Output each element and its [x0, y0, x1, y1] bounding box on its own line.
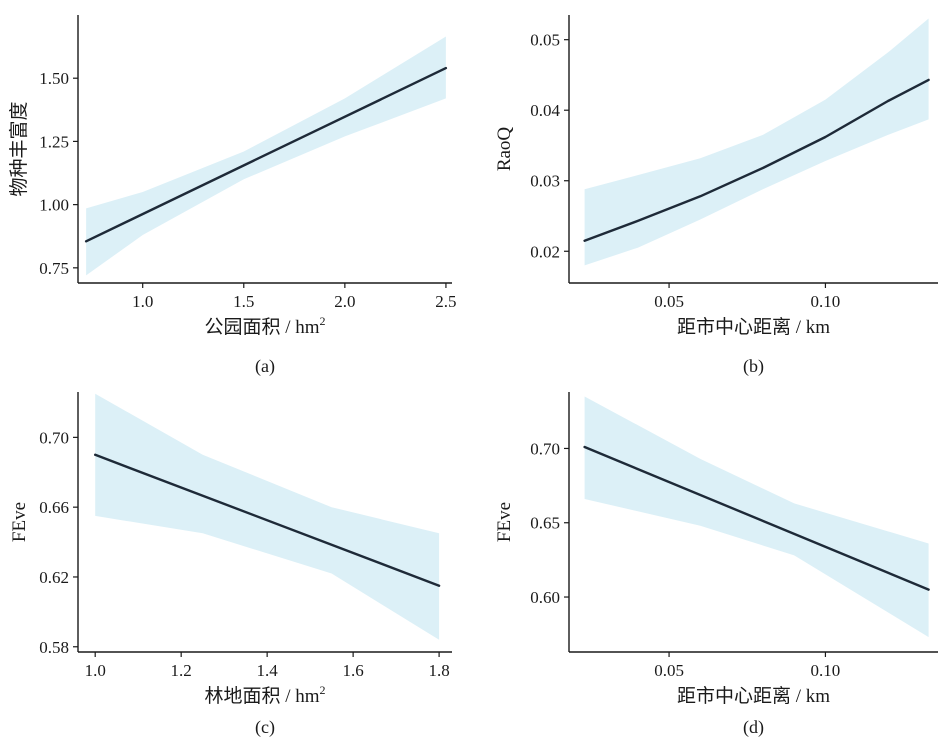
x-axis-title: 距市中心距离 / km: [677, 316, 830, 338]
panel-label: (b): [743, 356, 764, 377]
y-tick-label: 0.62: [39, 568, 69, 587]
y-tick-label: 1.50: [39, 69, 69, 88]
x-axis-title-text: 距市中心距离 / km: [677, 316, 830, 338]
x-axis-title: 林地面积 / hm2: [204, 683, 325, 707]
y-tick-label: 0.02: [530, 242, 560, 261]
panel-d: 0.60 0.65 0.70 0.05 0.10 距市中心距离 / km FEve (d): [494, 392, 938, 738]
y-tick-label: 0.70: [39, 428, 69, 447]
fitted-line: [84, 66, 448, 243]
y-tick-label: 0.60: [530, 588, 560, 607]
panel-b: 0.02 0.03 0.04 0.05 0.05 0.10 距市中心距离 / km RaoQ (…: [494, 15, 938, 377]
x-axis-title-superscript: 2: [320, 683, 326, 697]
confidence-band: [584, 396, 929, 638]
x-tick-label: 1.0: [85, 661, 106, 680]
y-tick-label: 1.25: [39, 132, 69, 151]
panel-label: (d): [743, 717, 764, 738]
y-axis-title: 物种丰富度: [8, 101, 30, 196]
x-tick-label: 0.10: [811, 292, 841, 311]
x-tick-label: 1.8: [428, 661, 449, 680]
y-tick-label: 0.58: [39, 638, 69, 657]
x-tick-label: 0.05: [654, 292, 684, 311]
panel-a: 0.75 1.00 1.25 1.50 1.0 1.5 2.0 2.5 公园面积 / hm2 物种…: [8, 15, 457, 377]
x-tick-label: 1.2: [171, 661, 192, 680]
x-tick-label: 0.05: [654, 661, 684, 680]
y-axis-title: FEve: [494, 502, 515, 542]
x-tick-label: 0.10: [811, 661, 841, 680]
panel-c: 0.58 0.62 0.66 0.70 1.0 1.2 1.4 1.6 1.8 林地面积 / hm…: [9, 392, 452, 738]
x-axis-title-superscript: 2: [320, 314, 326, 328]
confidence-band: [584, 18, 929, 266]
y-tick-label: 0.70: [530, 439, 560, 458]
y-axis-title: RaoQ: [494, 127, 515, 172]
x-axis-title-text: 林地面积 / hm: [204, 685, 319, 707]
fitted-line: [93, 453, 441, 587]
x-tick-label: 1.0: [132, 292, 153, 311]
y-tick-label: 1.00: [39, 196, 69, 215]
y-tick-label: 0.66: [39, 498, 69, 517]
fitted-line: [583, 78, 930, 242]
panel-label: (a): [255, 356, 275, 377]
x-tick-label: 1.6: [343, 661, 364, 680]
x-tick-label: 1.4: [257, 661, 279, 680]
panel-label: (c): [255, 717, 275, 738]
x-axis-title-text: 距市中心距离 / km: [677, 685, 830, 707]
x-tick-label: 2.0: [334, 292, 355, 311]
x-axis-title: 距市中心距离 / km: [677, 685, 830, 707]
fitted-line: [583, 445, 930, 591]
y-tick-label: 0.03: [530, 172, 560, 191]
y-tick-label: 0.04: [530, 101, 560, 120]
confidence-band: [95, 393, 440, 640]
y-tick-label: 0.65: [530, 514, 560, 533]
x-tick-label: 2.5: [435, 292, 456, 311]
x-axis-title: 公园面积 / hm2: [204, 314, 325, 338]
x-axis-title-text: 公园面积 / hm: [204, 316, 319, 338]
y-tick-label: 0.75: [39, 259, 69, 278]
x-tick-label: 1.5: [233, 292, 254, 311]
y-axis-title: FEve: [9, 502, 30, 542]
y-tick-label: 0.05: [530, 31, 560, 50]
